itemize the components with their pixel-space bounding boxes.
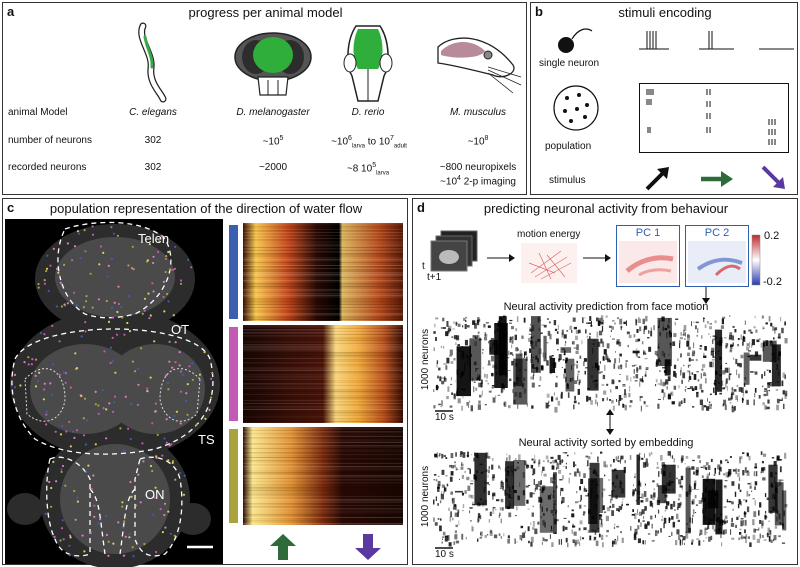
raster1-title: Neural activity prediction from face mot… <box>503 301 709 313</box>
pc2-label: PC 2 <box>704 227 730 239</box>
raster2-scalebar <box>435 547 453 549</box>
raster2-scale-label: 10 s <box>435 549 454 560</box>
panel-d-title: predicting neuronal activity from behavi… <box>483 201 729 216</box>
motion-energy-image <box>521 243 577 283</box>
panel-d: d predicting neuronal activity from beha… <box>412 198 798 565</box>
m-musculus-illustration <box>437 37 522 94</box>
arrow-to-pcs <box>583 254 611 262</box>
t1-label: t+1 <box>427 272 442 283</box>
panel-b-label: b <box>535 4 543 19</box>
flow-arrow-purple-icon <box>355 534 381 560</box>
recorded-c-elegans: 302 <box>144 162 162 173</box>
double-arrow <box>606 409 614 435</box>
single-neuron-icon <box>558 28 593 53</box>
row-header-recorded-neurons: recorded neurons <box>8 162 87 173</box>
heatmap-pink <box>243 325 403 424</box>
raster1-ylabel: 1000 neurons <box>420 328 432 391</box>
panel-b: b stimuli encoding single neuron populat… <box>530 2 798 195</box>
panel-c-title: population representation of the directi… <box>49 201 363 216</box>
panel-c-label: c <box>7 200 15 215</box>
single-neuron-spikes <box>639 31 794 50</box>
region-label-ot: OT <box>171 322 190 337</box>
raster1-scalebar <box>435 410 453 412</box>
row-header-number-of-neurons: number of neurons <box>8 135 92 146</box>
pc1-label: PC 1 <box>635 227 661 239</box>
heatmap-olive <box>243 427 403 526</box>
neurons-d-rerio: ~106larva to 107adult <box>331 135 407 150</box>
species-c-elegans: C. elegans <box>129 107 177 118</box>
population-label: population <box>545 141 592 152</box>
arrow-down-to-raster <box>702 287 710 304</box>
stimulus-arrow-black-icon <box>645 167 669 191</box>
region-label-on: ON <box>145 487 165 502</box>
color-bar-olive <box>229 429 238 523</box>
pc2-box <box>685 225 749 287</box>
colorbar <box>751 234 761 286</box>
colorbar-max-label: 0.2 <box>764 230 780 242</box>
d-melanogaster-illustration <box>234 32 312 96</box>
color-bar-blue <box>229 225 238 319</box>
d-rerio-illustration <box>343 25 393 102</box>
flow-arrow-green-icon <box>270 534 296 560</box>
neurons-d-melanogaster: ~105 <box>262 135 284 148</box>
c-elegans-illustration <box>138 22 167 103</box>
video-frames <box>430 230 478 272</box>
panel-a: a progress per animal model animal Model… <box>2 2 527 195</box>
neurons-c-elegans: 302 <box>144 135 162 146</box>
region-label-telen: Telen <box>138 231 170 246</box>
row-header-animal-model: animal Model <box>8 107 68 118</box>
raster-prediction <box>433 315 788 413</box>
color-bar-pink <box>229 327 238 421</box>
stimulus-arrow-purple-icon <box>761 165 785 189</box>
pc1-image <box>619 241 677 283</box>
neurons-m-musculus: ~108 <box>467 135 489 148</box>
panel-d-label: d <box>417 200 425 215</box>
panel-a-label: a <box>7 4 15 19</box>
population-raster <box>639 83 789 153</box>
recorded-d-rerio: ~8 105larva <box>346 162 390 177</box>
pc1-box <box>616 225 680 287</box>
arrow-to-motion-energy <box>487 254 515 262</box>
colorbar-min-label: -0.2 <box>763 276 782 288</box>
population-icon <box>553 85 599 131</box>
single-neuron-label: single neuron <box>539 58 600 69</box>
t-label: t <box>422 261 425 272</box>
recorded-m-musculus-2p: ~104 2-p imaging <box>440 175 516 188</box>
raster1-scale-label: 10 s <box>435 412 454 423</box>
pc2-image <box>688 241 746 283</box>
zebrafish-brain-image <box>5 219 223 567</box>
species-m-musculus: M. musculus <box>449 107 507 118</box>
region-label-ts: TS <box>198 432 215 447</box>
raster-embedding <box>433 451 788 548</box>
species-d-rerio: D. rerio <box>351 107 385 118</box>
raster2-ylabel: 1000 neurons <box>420 465 432 528</box>
motion-energy-label: motion energy <box>517 229 581 240</box>
heatmap-blue <box>243 223 403 322</box>
panel-b-title: stimuli encoding <box>618 5 712 20</box>
species-d-melanogaster: D. melanogaster <box>236 107 310 118</box>
panel-c: c population representation of the direc… <box>2 198 408 567</box>
stimulus-label: stimulus <box>549 175 586 186</box>
recorded-d-melanogaster: ~2000 <box>258 162 288 173</box>
recorded-m-musculus-neuropixels: ~800 neuropixels <box>439 162 517 173</box>
panel-a-title: progress per animal model <box>188 5 343 20</box>
stimulus-arrow-green-icon <box>701 171 733 187</box>
raster2-title: Neural activity sorted by embedding <box>518 437 694 449</box>
